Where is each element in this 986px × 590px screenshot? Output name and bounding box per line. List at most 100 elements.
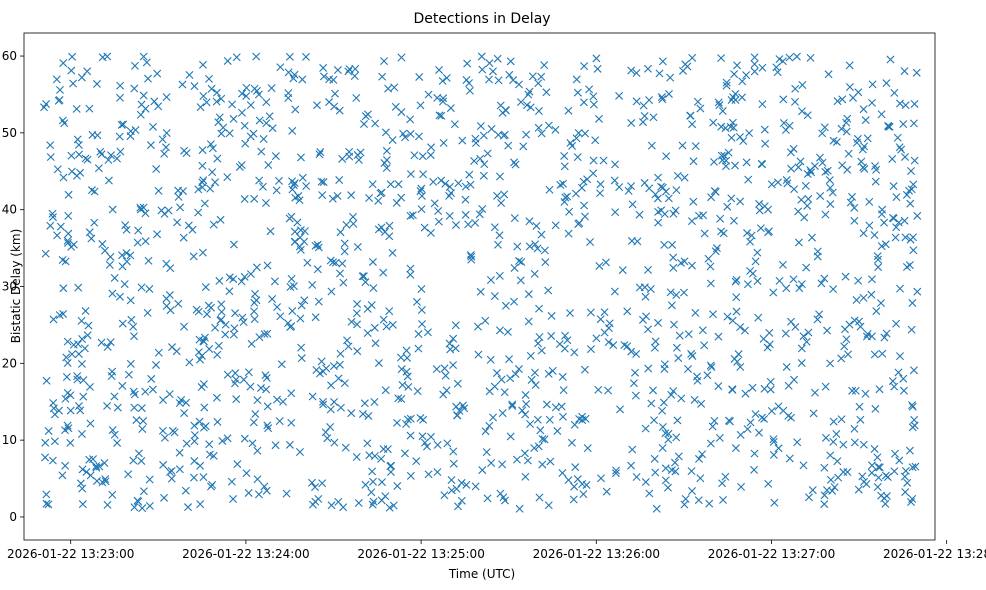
data-point <box>446 104 455 113</box>
data-point <box>560 151 569 160</box>
data-point <box>257 147 266 156</box>
data-point <box>877 110 886 119</box>
data-point <box>686 111 695 120</box>
data-point <box>728 118 737 127</box>
data-point <box>238 313 247 322</box>
data-point <box>358 409 367 418</box>
data-point <box>385 307 394 316</box>
data-point <box>700 341 709 350</box>
data-point <box>138 424 147 433</box>
data-point <box>83 155 92 164</box>
data-point <box>217 129 226 138</box>
data-point <box>553 427 562 436</box>
data-point <box>591 136 600 145</box>
data-point <box>368 467 377 476</box>
data-point <box>544 121 553 130</box>
data-point <box>119 120 128 129</box>
data-point <box>369 284 378 293</box>
data-point <box>414 330 423 339</box>
data-point <box>319 63 328 72</box>
data-point <box>628 445 637 454</box>
data-point <box>789 144 798 153</box>
data-point <box>97 150 106 159</box>
data-point <box>494 240 502 249</box>
data-point <box>277 360 286 369</box>
data-point <box>344 342 353 351</box>
data-point <box>826 200 835 209</box>
data-point <box>509 76 518 85</box>
data-point <box>381 492 390 501</box>
data-point <box>144 256 153 265</box>
data-point <box>52 75 61 84</box>
data-point <box>913 287 922 296</box>
data-point <box>890 467 899 476</box>
data-point <box>199 423 208 432</box>
data-point <box>242 469 251 478</box>
data-point <box>403 415 412 424</box>
data-point <box>798 80 807 89</box>
data-point <box>441 179 450 188</box>
data-point <box>403 372 412 381</box>
data-point <box>579 177 588 186</box>
data-point <box>797 195 806 204</box>
data-point <box>68 52 77 61</box>
data-point <box>318 397 327 406</box>
data-point <box>850 216 859 225</box>
data-point <box>743 280 752 289</box>
data-point <box>791 322 800 331</box>
data-point <box>256 383 265 392</box>
data-point <box>632 69 641 77</box>
data-point <box>912 68 921 77</box>
data-point <box>538 460 547 469</box>
data-point <box>829 437 838 446</box>
data-point <box>398 381 407 389</box>
data-point <box>139 52 148 61</box>
data-point <box>115 292 124 301</box>
data-point <box>379 445 388 454</box>
data-point <box>561 193 570 202</box>
data-point <box>703 371 712 380</box>
data-point <box>512 455 521 464</box>
data-point <box>368 500 377 509</box>
data-point <box>741 389 750 398</box>
data-point <box>313 240 322 249</box>
data-point <box>882 79 891 88</box>
data-point <box>202 310 211 319</box>
data-point <box>386 180 395 189</box>
data-point <box>464 220 473 229</box>
data-point <box>139 417 148 426</box>
data-point <box>666 73 675 82</box>
data-point <box>388 248 397 257</box>
data-point <box>540 246 549 255</box>
data-point <box>600 308 609 317</box>
data-point <box>77 316 86 325</box>
data-point <box>631 391 640 400</box>
data-point <box>691 308 700 317</box>
data-point <box>365 193 374 202</box>
data-point <box>586 308 595 317</box>
data-point <box>179 233 188 242</box>
data-point <box>742 71 751 80</box>
data-point <box>273 303 282 312</box>
data-point <box>575 415 584 423</box>
data-point <box>288 185 297 194</box>
data-point <box>649 113 658 122</box>
data-point <box>79 392 88 401</box>
data-point <box>610 176 619 185</box>
data-point <box>492 369 501 378</box>
data-point <box>826 451 835 460</box>
data-point <box>790 185 799 194</box>
data-point <box>717 54 726 63</box>
data-point <box>227 477 236 486</box>
data-point <box>497 198 506 207</box>
data-point <box>160 149 169 158</box>
data-point <box>855 402 864 411</box>
data-point <box>103 500 112 509</box>
data-point <box>98 240 107 249</box>
data-point <box>158 135 167 144</box>
data-point <box>208 168 217 177</box>
data-point <box>402 367 411 376</box>
data-point <box>485 59 494 68</box>
data-point <box>354 498 363 507</box>
data-point <box>878 205 887 214</box>
